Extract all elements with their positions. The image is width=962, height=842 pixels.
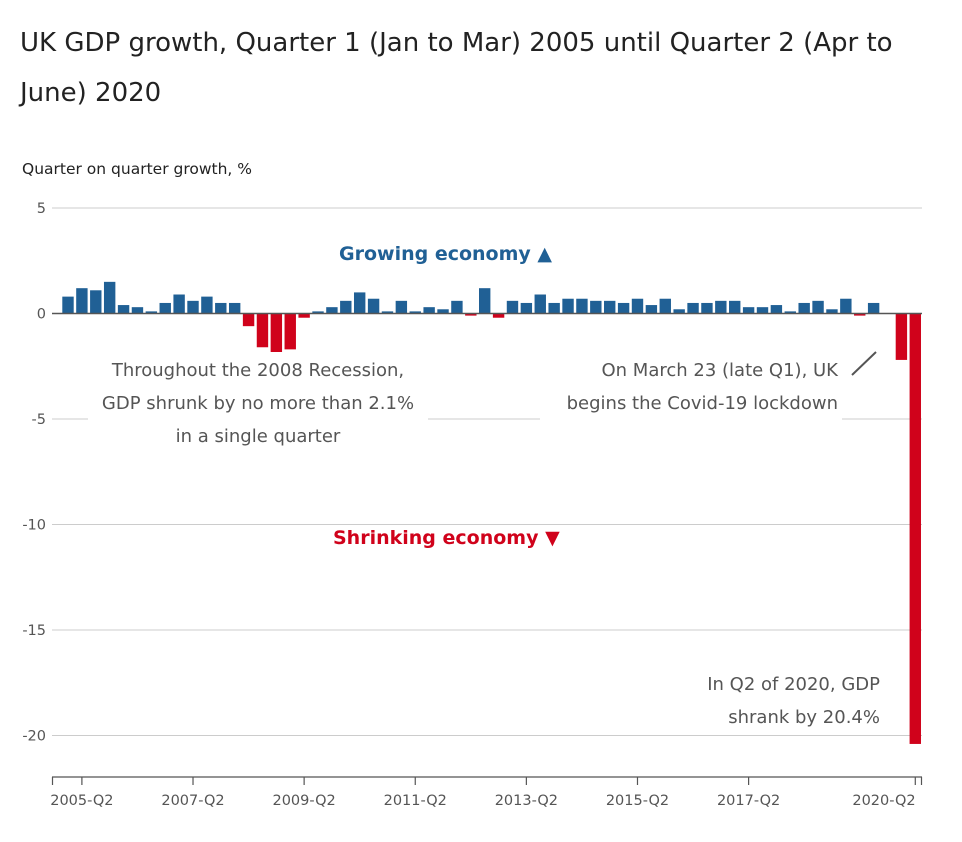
bar-2010-Q1 — [340, 300, 352, 314]
bar-2014-Q4 — [604, 300, 616, 314]
bar-2010-Q2 — [353, 292, 366, 314]
bar-2019-Q3 — [867, 302, 880, 314]
bar-2011-Q1 — [395, 300, 408, 314]
bar-2018-Q1 — [784, 311, 796, 314]
bar-2012-Q1 — [451, 300, 463, 314]
annotation-background — [88, 352, 428, 424]
y-tick-label: -15 — [22, 623, 46, 639]
bar-2015-Q1 — [617, 302, 630, 314]
bar-2013-Q1 — [506, 300, 519, 314]
bar-2010-Q4 — [381, 311, 394, 314]
y-tick-label: -10 — [22, 518, 46, 534]
x-tick-label: 2015-Q2 — [606, 793, 669, 809]
annotation-line: In Q2 of 2020, GDP — [707, 674, 880, 695]
bar-2007-Q4 — [215, 302, 227, 314]
y-axis-label: Quarter on quarter growth, % — [22, 160, 253, 178]
x-tick-label: 2009-Q2 — [272, 793, 335, 809]
bar-2005-Q2 — [76, 288, 88, 314]
bar-2015-Q3 — [645, 305, 658, 314]
bar-2009-Q2 — [298, 313, 310, 318]
lockdown-annotation: On March 23 (late Q1), UK begins the Cov… — [540, 351, 877, 422]
annotation-background — [540, 352, 842, 422]
chart-title: UK GDP growth, Quarter 1 (Jan to Mar) 20… — [20, 28, 893, 108]
bar-2005-Q1 — [62, 296, 74, 314]
bar-2008-Q4 — [270, 313, 283, 356]
annotation-line: shrank by 20.4% — [728, 707, 880, 728]
q2-2020-annotation: In Q2 of 2020, GDP shrank by 20.4% — [707, 674, 880, 728]
shrinking-economy-label: Shrinking economy ▼ — [333, 527, 560, 549]
bar-2006-Q4 — [159, 302, 171, 314]
x-tick-label: 2017-Q2 — [717, 793, 780, 809]
x-tick-label: 2007-Q2 — [161, 793, 224, 809]
bar-2015-Q4 — [659, 298, 671, 314]
bar-2005-Q3 — [90, 290, 102, 314]
gridlines — [52, 207, 922, 736]
annotation-line: GDP shrunk by no more than 2.1% — [102, 393, 414, 414]
bar-2017-Q4 — [770, 305, 783, 314]
bar-2014-Q1 — [562, 298, 574, 314]
bar-2019-Q1 — [840, 298, 852, 314]
bar-2008-Q2 — [242, 313, 255, 327]
bar-2010-Q3 — [367, 298, 380, 314]
bar-2013-Q3 — [534, 294, 546, 314]
bar-2013-Q2 — [520, 302, 533, 314]
x-axis: 2005-Q2 2007-Q2 2009-Q2 2011-Q2 2013-Q2 2015-… — [50, 776, 923, 809]
bar-2012-Q4 — [492, 313, 505, 318]
y-tick-label: 0 — [37, 307, 46, 323]
bar-2016-Q3 — [701, 302, 713, 314]
bar-2011-Q2 — [409, 311, 421, 314]
bar-2018-Q4 — [826, 309, 838, 314]
bar-2016-Q4 — [715, 300, 727, 314]
bar-2012-Q2 — [465, 313, 477, 316]
annotation-line: On March 23 (late Q1), UK — [602, 360, 840, 381]
bar-2016-Q1 — [673, 309, 685, 314]
bar-2006-Q2 — [131, 307, 144, 314]
bar-2009-Q1 — [284, 313, 296, 350]
bar-2011-Q4 — [437, 309, 449, 314]
y-tick-labels: 5 0 -5 -10 -15 -20 — [22, 201, 46, 745]
bar-2018-Q2 — [798, 302, 810, 314]
bar-2020-Q1 — [895, 313, 908, 360]
bar-2015-Q2 — [631, 298, 644, 314]
annotation-pointer — [851, 351, 877, 376]
bar-2013-Q4 — [548, 302, 560, 314]
bars — [62, 281, 921, 744]
bar-2005-Q4 — [103, 281, 116, 314]
bar-2017-Q3 — [756, 307, 769, 314]
bar-2007-Q3 — [201, 296, 213, 314]
x-tick-label: 2005-Q2 — [50, 793, 113, 809]
bar-2006-Q3 — [145, 311, 158, 314]
bar-2017-Q1 — [729, 300, 741, 314]
annotation-line: begins the Covid-19 lockdown — [567, 393, 838, 414]
x-tick-label: 2011-Q2 — [384, 793, 447, 809]
bar-2009-Q3 — [312, 311, 324, 314]
bar-2006-Q1 — [117, 305, 130, 314]
bar-2008-Q1 — [228, 302, 241, 314]
bar-2020-Q2 — [909, 313, 921, 744]
bar-2007-Q1 — [173, 294, 185, 314]
bar-2009-Q4 — [326, 307, 338, 314]
bar-2008-Q3 — [256, 313, 269, 348]
recession-annotation: Throughout the 2008 Recession, GDP shrun… — [88, 352, 428, 447]
growing-economy-label: Growing economy ▲ — [339, 243, 552, 265]
bar-2012-Q3 — [479, 288, 491, 314]
bar-2018-Q3 — [812, 300, 824, 314]
annotation-line: Throughout the 2008 Recession, — [111, 360, 404, 381]
bar-2011-Q3 — [423, 307, 435, 314]
y-tick-label: -5 — [32, 412, 46, 428]
bar-2014-Q3 — [590, 300, 602, 314]
bar-2019-Q2 — [854, 313, 866, 316]
bar-2014-Q2 — [576, 298, 588, 314]
bar-2017-Q2 — [742, 307, 755, 314]
bar-2016-Q2 — [687, 302, 699, 314]
annotation-line: in a single quarter — [176, 426, 341, 447]
y-tick-label: -20 — [22, 729, 46, 745]
x-tick-label: 2020-Q2 — [852, 793, 915, 809]
x-tick-label: 2013-Q2 — [495, 793, 558, 809]
y-tick-label: 5 — [37, 201, 46, 217]
bar-2007-Q2 — [187, 300, 199, 314]
